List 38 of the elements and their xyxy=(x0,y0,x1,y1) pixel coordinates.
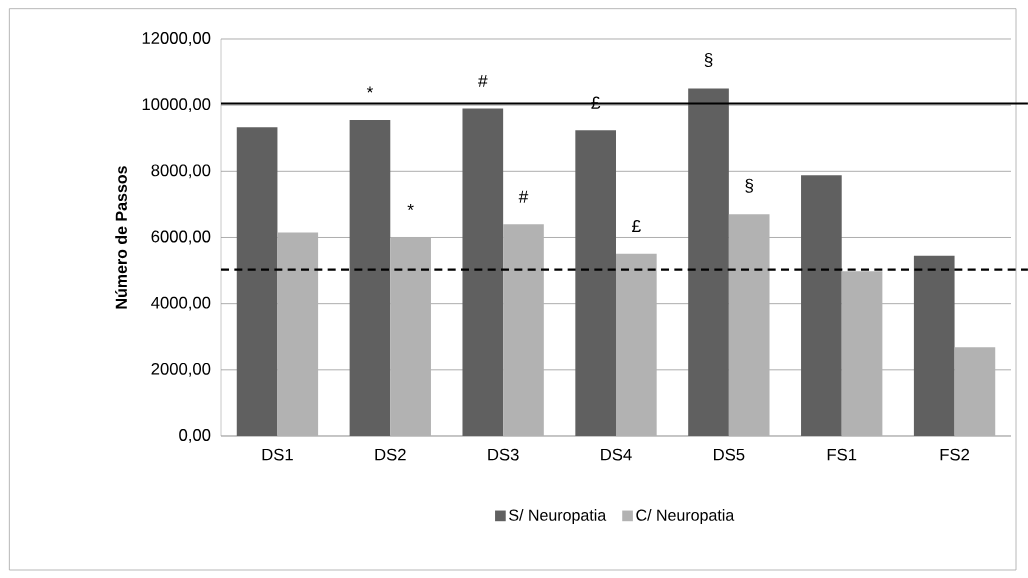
annotation: § xyxy=(704,53,713,68)
x-tick-label: DS5 xyxy=(714,448,745,461)
x-tick-label: DS3 xyxy=(488,448,519,461)
annotation: § xyxy=(745,178,754,193)
bar xyxy=(236,127,278,436)
bar xyxy=(841,271,883,436)
bar xyxy=(913,255,955,436)
x-tick-label: DS1 xyxy=(262,448,293,461)
bar xyxy=(349,120,391,436)
bar xyxy=(954,347,996,436)
x-tick-label: FS1 xyxy=(827,448,857,461)
annotation: * xyxy=(366,86,374,93)
bar xyxy=(462,108,504,436)
y-axis-title: Número de Passos xyxy=(115,166,127,309)
bar xyxy=(277,232,319,436)
bar xyxy=(503,224,544,436)
legend-label: S/ Neuropatia xyxy=(509,509,607,524)
y-tick-label: 2000,00 xyxy=(151,362,211,377)
x-tick-label: DS4 xyxy=(601,448,632,461)
bar xyxy=(688,88,729,436)
y-tick-label: 8000,00 xyxy=(151,164,211,179)
bar xyxy=(801,175,842,436)
x-tick-label: FS2 xyxy=(940,448,970,461)
x-tick-label: DS2 xyxy=(375,448,406,461)
bar xyxy=(390,237,431,436)
y-tick-label: 6000,00 xyxy=(151,230,211,245)
y-tick-label: 4000,00 xyxy=(151,296,211,311)
y-tick-label: 12000,00 xyxy=(142,32,211,46)
annotation: # xyxy=(478,75,488,87)
bar xyxy=(616,253,657,436)
y-tick-label: 0,00 xyxy=(179,429,211,443)
bar xyxy=(728,214,770,436)
legend-label: C/ Neuropatia xyxy=(636,509,735,524)
annotation: * xyxy=(407,203,414,211)
bar xyxy=(575,130,616,436)
y-tick-label: 10000,00 xyxy=(142,98,211,113)
annotation: # xyxy=(518,190,529,203)
annotation: £ xyxy=(631,220,641,233)
